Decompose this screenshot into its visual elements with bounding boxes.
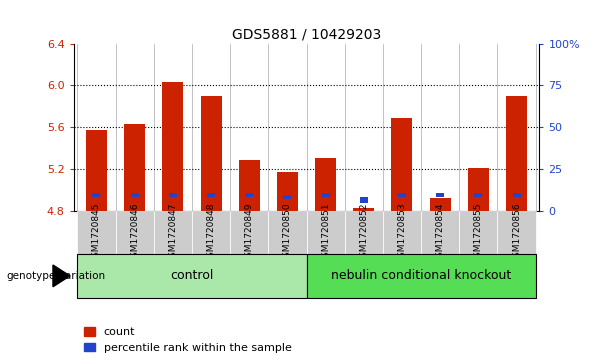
Bar [512,193,520,197]
Bar [154,211,192,254]
Bar [398,193,406,197]
Text: GSM1720848: GSM1720848 [207,202,216,262]
Text: GSM1720850: GSM1720850 [283,202,292,263]
Polygon shape [53,265,70,287]
Bar [283,195,291,199]
Bar [77,211,116,254]
Bar [131,193,139,197]
Bar [497,211,536,254]
Bar [200,96,221,211]
Text: GSM1720849: GSM1720849 [245,202,254,262]
Bar [192,211,230,254]
Bar [207,193,215,197]
Text: GSM1720854: GSM1720854 [436,202,444,262]
Text: GSM1720846: GSM1720846 [130,202,139,262]
Bar [430,198,451,211]
Bar [436,193,444,197]
Text: GSM1720856: GSM1720856 [512,202,521,263]
Bar [77,254,306,298]
Bar [360,197,368,203]
Text: GSM1720847: GSM1720847 [169,202,177,262]
Bar [306,254,536,298]
Bar [230,211,268,254]
Bar [169,193,177,197]
Text: GSM1720852: GSM1720852 [359,202,368,262]
Bar [383,211,421,254]
Bar [124,124,145,211]
Bar [93,193,101,197]
Bar [392,118,413,211]
Title: GDS5881 / 10429203: GDS5881 / 10429203 [232,27,381,41]
Bar [353,208,375,211]
Bar [245,193,253,197]
Bar [506,96,527,211]
Text: genotype/variation: genotype/variation [6,271,105,281]
Text: GSM1720853: GSM1720853 [397,202,406,263]
Bar [268,211,306,254]
Bar [277,172,298,211]
Bar [116,211,154,254]
Text: nebulin conditional knockout: nebulin conditional knockout [331,269,511,282]
Bar [86,130,107,211]
Bar [322,193,330,197]
Bar [421,211,459,254]
Text: GSM1720851: GSM1720851 [321,202,330,263]
Bar [459,211,497,254]
Bar [162,82,183,211]
Bar [315,158,336,211]
Bar [474,193,482,197]
Bar [345,211,383,254]
Text: control: control [170,269,213,282]
Legend: count, percentile rank within the sample: count, percentile rank within the sample [79,323,296,358]
Bar [238,160,260,211]
Bar [468,168,489,211]
Text: GSM1720845: GSM1720845 [92,202,101,262]
Text: GSM1720855: GSM1720855 [474,202,483,263]
Bar [306,211,345,254]
